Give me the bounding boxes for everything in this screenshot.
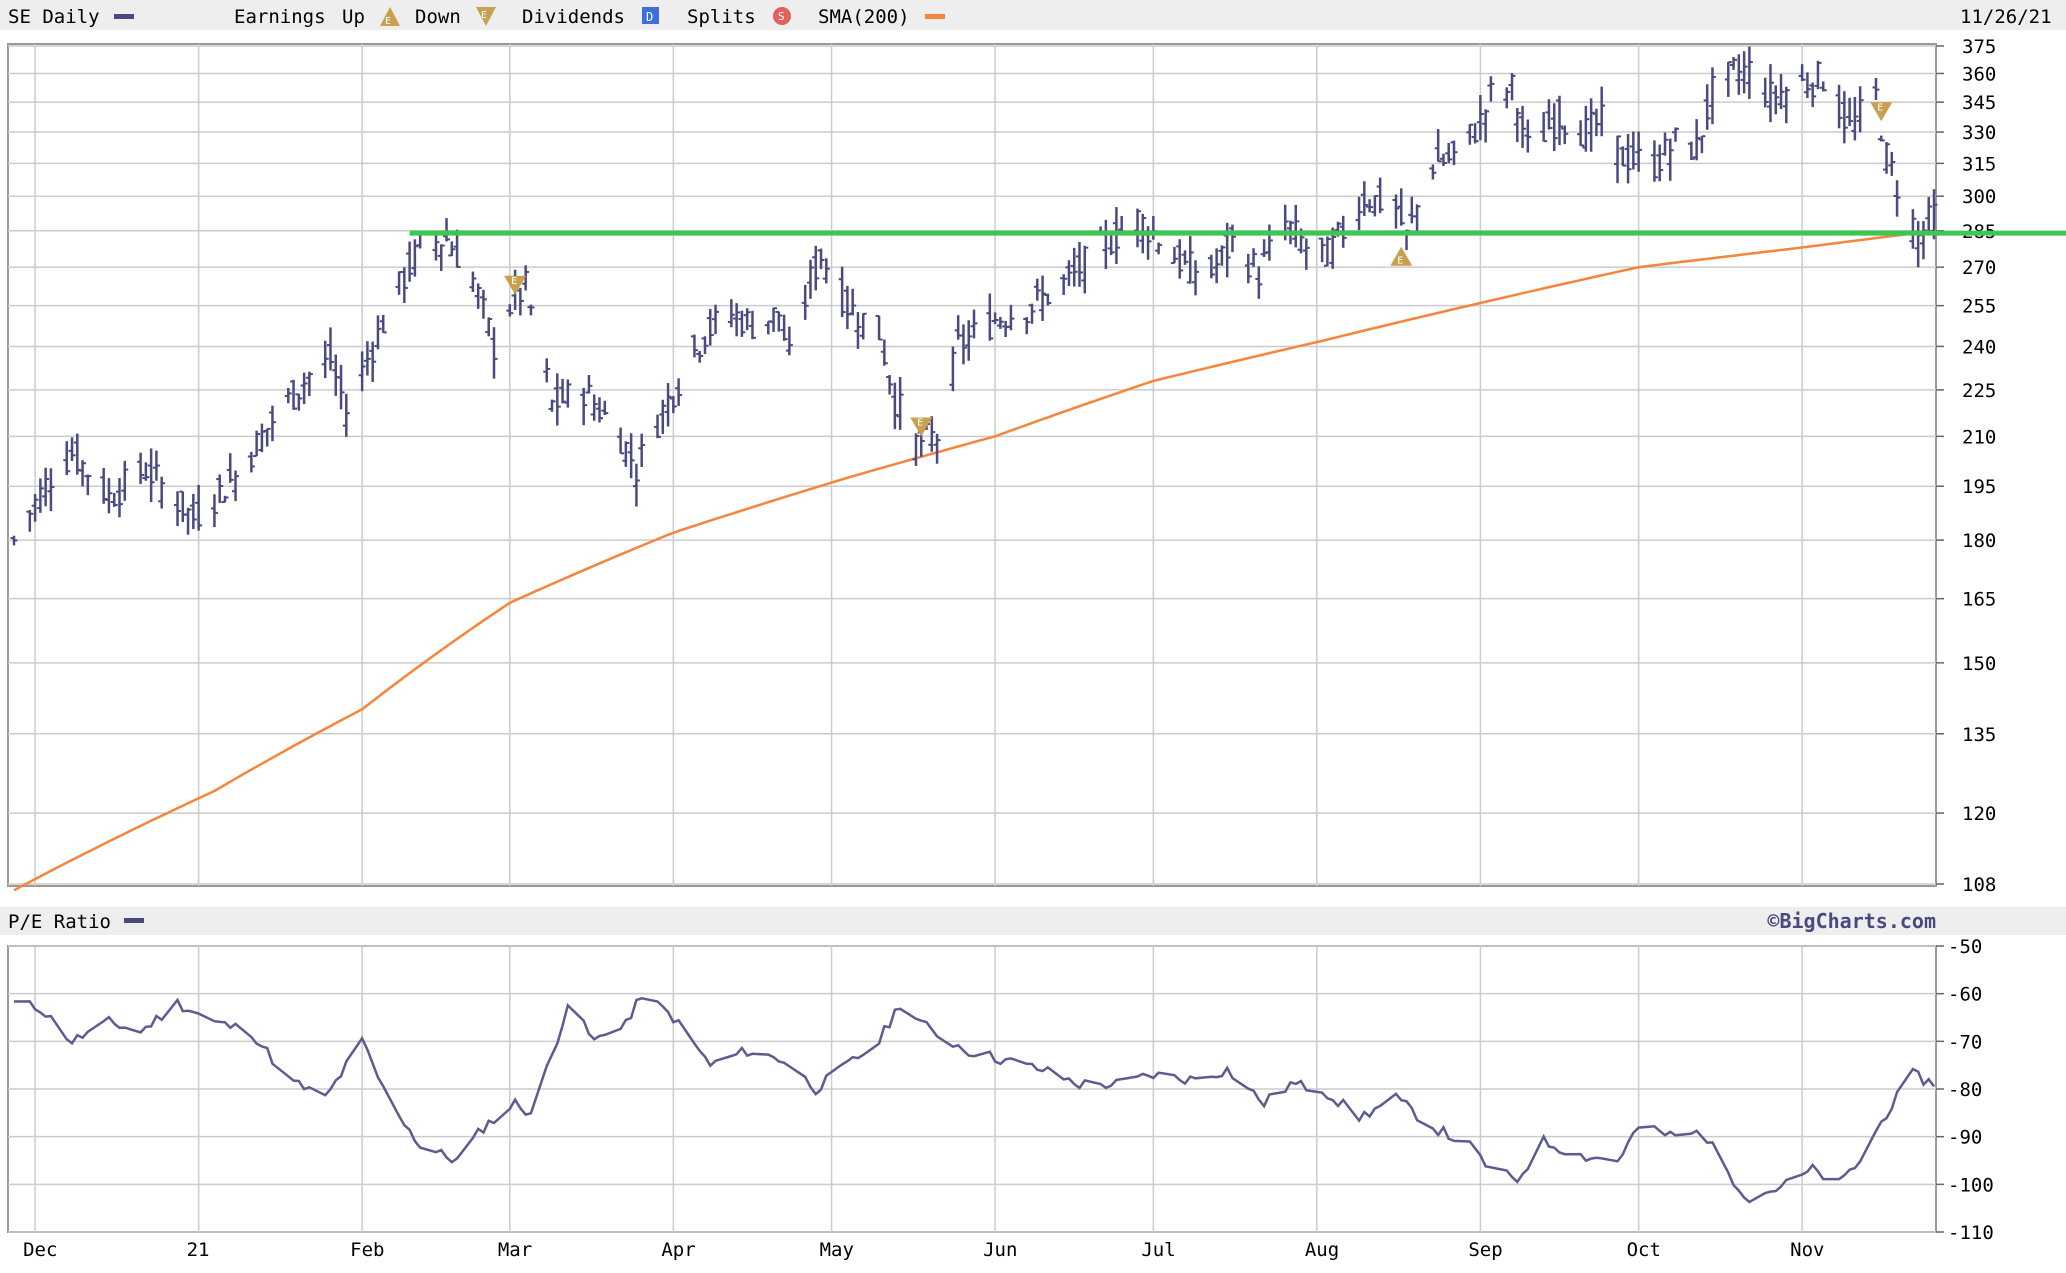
price-plot-area bbox=[7, 43, 1937, 887]
earnings-up-label: Up bbox=[342, 6, 365, 28]
pe-y-tick-label: -110 bbox=[1948, 1222, 1994, 1244]
price-y-tick-label: 255 bbox=[1962, 296, 1996, 318]
price-y-axis: 1081201351501651801952102252402552702853… bbox=[1936, 36, 1996, 896]
sma-200-line bbox=[13, 229, 1935, 892]
date-label: 11/26/21 bbox=[1960, 6, 2052, 28]
pe-ratio-line bbox=[13, 997, 1936, 1204]
price-y-tick-label: 165 bbox=[1962, 589, 1996, 611]
pe-legend-swatch bbox=[124, 918, 144, 923]
x-tick-label: May bbox=[820, 1239, 854, 1261]
dividend-icon: D bbox=[642, 7, 659, 24]
price-y-tick-label: 180 bbox=[1962, 530, 1996, 552]
pe-y-tick-label: -70 bbox=[1948, 1031, 1982, 1053]
bigcharts-watermark: ©BigCharts.com bbox=[1767, 909, 1936, 933]
svg-text:S: S bbox=[778, 10, 785, 23]
pe-y-axis: -50 -60 -70 -80 -90 -100 -110 bbox=[1936, 936, 1994, 1244]
x-tick-label: Jun bbox=[983, 1239, 1017, 1261]
price-bars bbox=[10, 46, 1938, 546]
pe-y-tick-label: -80 bbox=[1948, 1079, 1982, 1101]
price-y-tick-label: 120 bbox=[1962, 803, 1996, 825]
pe-y-tick-label: -100 bbox=[1948, 1174, 1994, 1196]
header-band bbox=[0, 0, 2066, 30]
earnings-label: Earnings bbox=[234, 6, 326, 28]
pe-y-tick-label: -50 bbox=[1948, 936, 1982, 958]
price-y-tick-label: 300 bbox=[1962, 186, 1996, 208]
pe-y-tick-label: -90 bbox=[1948, 1127, 1982, 1149]
x-tick-label: Apr bbox=[661, 1239, 695, 1261]
x-tick-label: Aug bbox=[1305, 1239, 1339, 1261]
x-tick-label: Feb bbox=[350, 1239, 384, 1261]
price-y-tick-label: 375 bbox=[1962, 36, 1996, 58]
x-tick-label: Dec bbox=[23, 1239, 57, 1261]
earnings-up-marker: E bbox=[1390, 246, 1413, 267]
price-y-tick-label: 315 bbox=[1962, 153, 1996, 175]
pe-header-band bbox=[0, 907, 2066, 935]
x-tick-label: Mar bbox=[498, 1239, 532, 1261]
earnings-markers: E E E E bbox=[504, 102, 1893, 437]
pe-gridlines bbox=[8, 945, 1936, 1233]
price-legend-swatch bbox=[114, 14, 134, 19]
x-axis: Dec 21 Feb Mar Apr May Jun Jul Aug Sep Oct Nov bbox=[23, 1239, 1824, 1261]
price-y-tick-label: 330 bbox=[1962, 122, 1996, 144]
price-gridlines bbox=[8, 44, 1936, 886]
pe-label: P/E Ratio bbox=[8, 911, 111, 933]
price-y-tick-label: 225 bbox=[1962, 380, 1996, 402]
pe-y-tick-label: -60 bbox=[1948, 984, 1982, 1006]
price-y-tick-label: 360 bbox=[1962, 63, 1996, 85]
price-y-tick-label: 108 bbox=[1962, 874, 1996, 896]
earnings-up-icon: E bbox=[380, 7, 400, 27]
price-y-tick-label: 135 bbox=[1962, 724, 1996, 746]
x-tick-label: Oct bbox=[1627, 1239, 1661, 1261]
earnings-down-label: Down bbox=[415, 6, 461, 28]
sma-label: SMA(200) bbox=[818, 6, 910, 28]
price-y-tick-label: 210 bbox=[1962, 426, 1996, 448]
earnings-down-marker: E bbox=[1870, 102, 1893, 122]
price-y-tick-label: 240 bbox=[1962, 336, 1996, 358]
earnings-down-icon: E bbox=[476, 7, 496, 26]
x-tick-label: Nov bbox=[1790, 1239, 1824, 1261]
svg-text:E: E bbox=[385, 16, 391, 27]
symbol-label: SE Daily bbox=[8, 6, 100, 28]
x-tick-label: Jul bbox=[1141, 1239, 1175, 1261]
splits-label: Splits bbox=[687, 6, 756, 28]
svg-text:E: E bbox=[917, 417, 923, 428]
x-tick-label: Sep bbox=[1468, 1239, 1502, 1261]
price-y-tick-label: 195 bbox=[1962, 476, 1996, 498]
price-y-tick-label: 345 bbox=[1962, 92, 1996, 114]
svg-text:E: E bbox=[481, 10, 487, 21]
earnings-down-marker: E bbox=[910, 417, 933, 437]
svg-text:E: E bbox=[1877, 102, 1883, 113]
price-y-tick-label: 150 bbox=[1962, 653, 1996, 675]
price-y-tick-label: 270 bbox=[1962, 257, 1996, 279]
svg-text:D: D bbox=[646, 10, 653, 24]
svg-text:E: E bbox=[511, 276, 517, 287]
svg-text:E: E bbox=[1397, 256, 1403, 267]
split-icon: S bbox=[773, 7, 791, 25]
sma-legend-swatch bbox=[925, 14, 945, 19]
x-tick-label: 21 bbox=[187, 1239, 210, 1261]
earnings-down-marker: E bbox=[504, 275, 527, 295]
dividends-label: Dividends bbox=[522, 6, 625, 28]
